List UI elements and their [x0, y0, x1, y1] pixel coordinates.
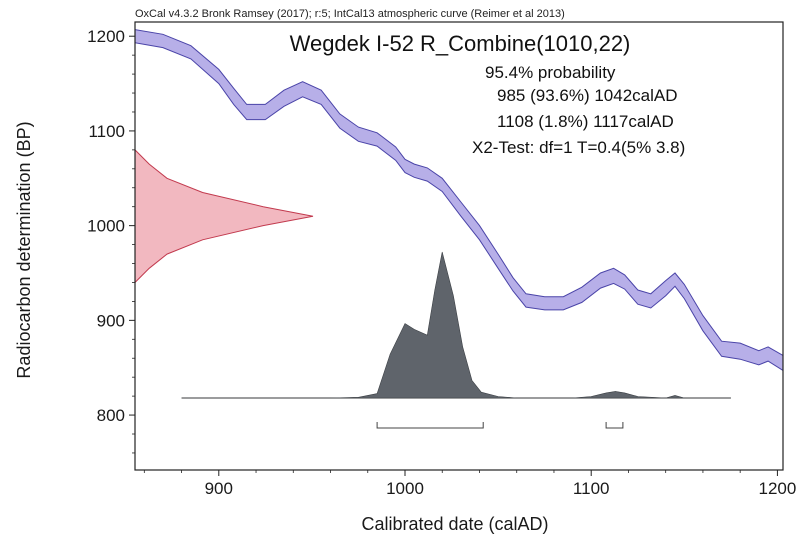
- y-tick-label: 1100: [88, 122, 125, 141]
- calibrated-distribution-layer: [181, 251, 731, 399]
- y-tick-label: 1200: [87, 27, 125, 46]
- annotations: 95.4% probability 985 (93.6%) 1042calAD 11…: [472, 63, 685, 157]
- annotation-1: 95.4% probability: [485, 63, 616, 82]
- calibrated-distribution: [181, 251, 731, 399]
- plot-area: [135, 29, 783, 429]
- annotation-4: X2-Test: df=1 T=0.4(5% 3.8): [472, 138, 685, 157]
- y-tick-label: 800: [97, 406, 125, 425]
- radiocarbon-distribution-edge: [135, 149, 314, 283]
- calibration-curve-lower: [135, 42, 783, 371]
- x-tick-label: 1200: [758, 479, 796, 498]
- y-axis: 800 900 1000 1100 1200: [87, 27, 135, 454]
- chart-title: Wegdek I-52 R_Combine(1010,22): [290, 31, 631, 56]
- y-axis-title: Radiocarbon determination (BP): [14, 121, 34, 378]
- range-brackets-layer: [376, 422, 624, 429]
- plot-frame: [134, 21, 784, 471]
- x-axis-title: Calibrated date (calAD): [361, 514, 548, 534]
- x-tick-label: 1100: [573, 479, 610, 498]
- range-bracket-1: [376, 422, 484, 429]
- annotation-2: 985 (93.6%) 1042calAD: [497, 86, 678, 105]
- radiocarbon-distribution: [135, 149, 313, 283]
- range-bracket-2: [605, 422, 624, 429]
- annotation-3: 1108 (1.8%) 1117calAD: [497, 112, 674, 131]
- y-tick-label: 900: [97, 311, 125, 330]
- x-axis: 900 1000 1100 1200: [143, 470, 796, 498]
- calibration-curve-upper: [135, 29, 783, 356]
- y-tick-label: 1000: [87, 217, 125, 236]
- x-tick-label: 1000: [386, 479, 424, 498]
- calibration-curve-layer: [135, 29, 783, 371]
- radiocarbon-distribution-layer: [135, 149, 314, 283]
- software-header: OxCal v4.3.2 Bronk Ramsey (2017); r:5; I…: [135, 8, 565, 20]
- x-tick-label: 900: [205, 479, 233, 498]
